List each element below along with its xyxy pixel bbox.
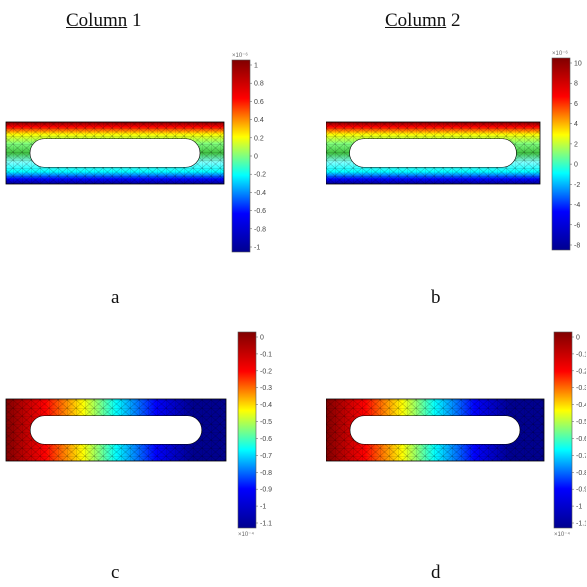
colorbar-exponent: ×10⁻⁶ bbox=[552, 50, 568, 57]
colorbar-tick-label: -0.8 bbox=[576, 470, 586, 477]
colorbar-tick-label: -1 bbox=[576, 504, 582, 511]
colorbar-tick-label: 10 bbox=[574, 61, 582, 68]
column-2-header-number: 2 bbox=[446, 10, 461, 31]
plate-hole bbox=[349, 415, 521, 445]
colorbar-exponent: ×10⁻⁶ bbox=[232, 52, 248, 59]
colorbar-tick-label: 0.8 bbox=[254, 81, 264, 88]
colorbar-tick-label: -0.4 bbox=[260, 402, 272, 409]
colorbar-tick-label: 2 bbox=[574, 141, 578, 148]
colorbar-tick-label: -0.7 bbox=[260, 453, 272, 460]
colorbar-tick-label: 4 bbox=[574, 121, 578, 128]
colorbar-tick-label: 6 bbox=[574, 101, 578, 108]
colorbar-tick-label: -0.9 bbox=[260, 487, 272, 494]
column-1-header-number: 1 bbox=[127, 10, 142, 31]
panel-d-label: d bbox=[431, 562, 441, 583]
colorbar-tick-label: -0.2 bbox=[260, 368, 272, 375]
colorbar-tick-label: -4 bbox=[574, 202, 580, 209]
colorbar-tick-label: 1 bbox=[254, 63, 258, 70]
colorbar-tick-label: -1 bbox=[260, 504, 266, 511]
colorbar-tick-label: -0.2 bbox=[254, 172, 266, 179]
colorbar-tick-label: -0.8 bbox=[254, 226, 266, 233]
plate-mesh-b bbox=[326, 121, 541, 185]
plate-mesh-d bbox=[326, 398, 545, 462]
colorbar-b bbox=[551, 57, 571, 251]
colorbar-tick-label: 0 bbox=[574, 162, 578, 169]
colorbar-tick-label: 0 bbox=[576, 335, 580, 342]
plate-hole bbox=[29, 415, 203, 445]
panel-a-figure: 1 0.8 0.6 0.4 0.2 0 -0.2 -0.4 -0.6 -0.8 -1 ×10⁻⁶ bbox=[5, 52, 266, 253]
colorbar-tick-label: 0 bbox=[260, 335, 264, 342]
colorbar-tick-label: -0.8 bbox=[260, 470, 272, 477]
plate-outline bbox=[326, 121, 541, 185]
panel-a-label: a bbox=[111, 287, 120, 308]
colorbar-exponent: ×10⁻⁴ bbox=[238, 531, 254, 538]
colorbar-tick-label: -0.6 bbox=[260, 436, 272, 443]
colorbar-tick-label: 0.6 bbox=[254, 99, 264, 106]
colorbar-tick-label: -0.1 bbox=[576, 351, 586, 358]
colorbar-tick-label: -0.7 bbox=[576, 453, 586, 460]
panel-d-figure: 0 -0.1 -0.2 -0.3 -0.4 -0.5 -0.6 -0.7 -0.8 -0.9 -1 -… bbox=[326, 331, 586, 538]
colorbar-exponent: ×10⁻⁴ bbox=[554, 531, 570, 538]
colorbar-d bbox=[553, 331, 573, 529]
colorbar-tick-label: -0.4 bbox=[254, 190, 266, 197]
colorbar-tick-label: -0.6 bbox=[576, 436, 586, 443]
column-2-header: Column 2 bbox=[385, 10, 460, 32]
colorbar-tick-label: -1.1 bbox=[576, 521, 586, 528]
colorbar-tick-label: -2 bbox=[574, 182, 580, 189]
plate-hole bbox=[349, 138, 517, 168]
column-2-header-word: Column bbox=[385, 10, 447, 31]
plate-outline bbox=[5, 121, 225, 185]
colorbar-tick-label: -1.1 bbox=[260, 521, 272, 528]
colorbar-tick-label: -0.3 bbox=[576, 385, 586, 392]
plate-outline bbox=[5, 398, 227, 462]
colorbar-tick-label: -0.9 bbox=[576, 487, 586, 494]
plate-hole bbox=[29, 138, 201, 168]
panel-b-label: b bbox=[431, 287, 441, 308]
colorbar-tick-label: -0.3 bbox=[260, 385, 272, 392]
colorbar-tick-label: -0.6 bbox=[254, 208, 266, 215]
column-1-header-word: Column bbox=[66, 10, 128, 31]
colorbar-tick-label: -0.4 bbox=[576, 402, 586, 409]
colorbar-c bbox=[237, 331, 257, 529]
panel-c-label: c bbox=[111, 562, 120, 583]
panel-c-figure: 0 -0.1 -0.2 -0.3 -0.4 -0.5 -0.6 -0.7 -0.8 -0.9 -1 -… bbox=[5, 331, 272, 538]
plate-outline bbox=[326, 398, 545, 462]
colorbar-tick-label: -0.5 bbox=[576, 419, 586, 426]
colorbar-tick-label: 0.4 bbox=[254, 117, 264, 124]
colorbar-tick-label: -0.1 bbox=[260, 351, 272, 358]
colorbar-tick-label: -0.2 bbox=[576, 368, 586, 375]
plate-mesh-c bbox=[5, 398, 227, 462]
colorbar-tick-label: -0.5 bbox=[260, 419, 272, 426]
plate-mesh-a bbox=[5, 121, 225, 185]
colorbar-tick-label: -1 bbox=[254, 245, 260, 252]
colorbar-tick-label: -6 bbox=[574, 222, 580, 229]
colorbar-tick-label: 8 bbox=[574, 81, 578, 88]
colorbar-a bbox=[231, 59, 251, 253]
colorbar-tick-label: -8 bbox=[574, 243, 580, 250]
colorbar-tick-label: 0 bbox=[254, 154, 258, 161]
column-1-header: Column 1 bbox=[66, 10, 141, 32]
panel-b-figure: 10 8 6 4 2 0 -2 -4 -6 -8 ×10⁻⁶ bbox=[326, 50, 582, 251]
colorbar-tick-label: 0.2 bbox=[254, 135, 264, 142]
